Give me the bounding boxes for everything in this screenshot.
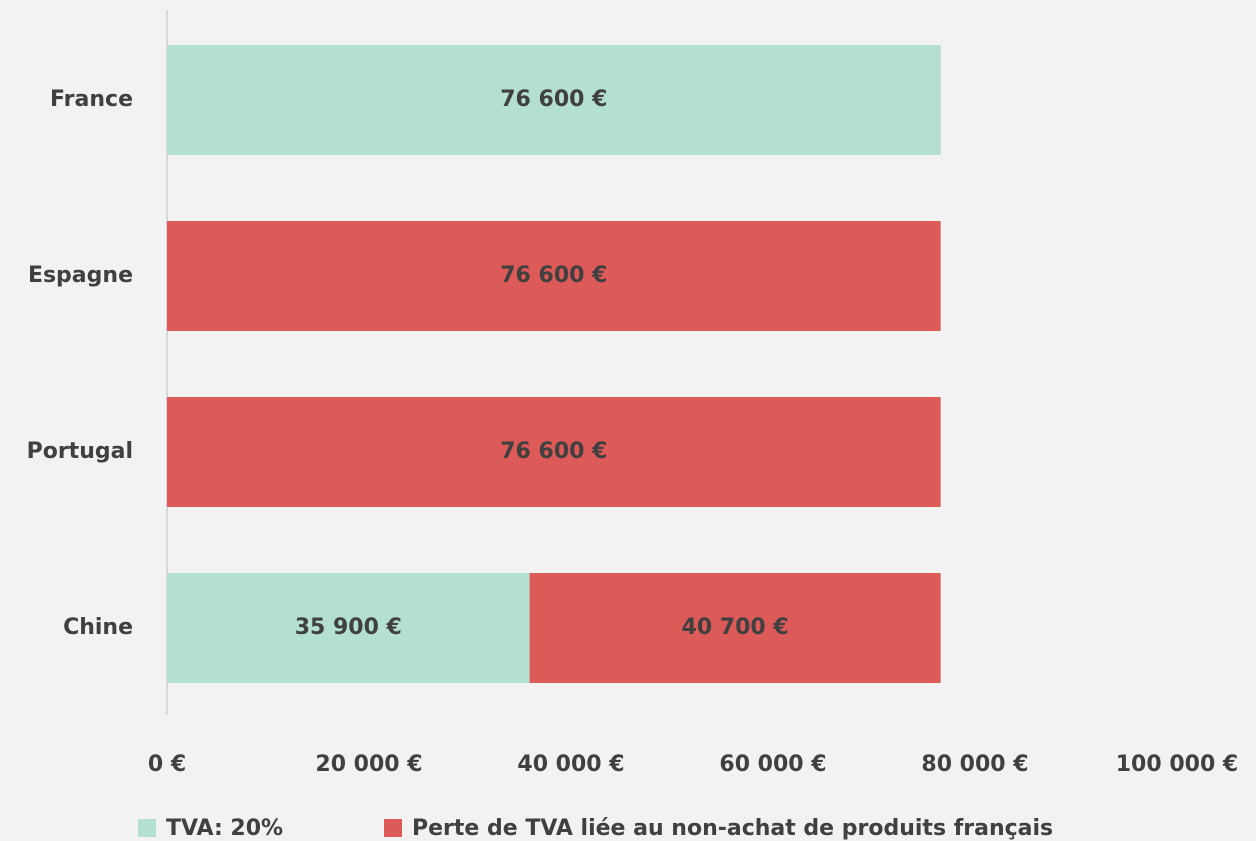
data-label: 76 600 € — [500, 263, 607, 288]
y-tick-label: Portugal — [27, 439, 133, 464]
x-tick-label: 80 000 € — [921, 752, 1028, 777]
bar — [529, 573, 941, 683]
bar — [167, 397, 941, 507]
legend-label: TVA: 20% — [166, 816, 283, 841]
legend-swatch — [384, 819, 402, 837]
data-label: 40 700 € — [682, 615, 789, 640]
x-tick-label: 40 000 € — [517, 752, 624, 777]
y-tick-label: Espagne — [28, 263, 133, 288]
x-tick-label: 20 000 € — [315, 752, 422, 777]
x-tick-label: 60 000 € — [719, 752, 826, 777]
y-tick-label: France — [50, 87, 133, 112]
data-label: 76 600 € — [500, 87, 607, 112]
data-label: 76 600 € — [500, 439, 607, 464]
data-label: 35 900 € — [295, 615, 402, 640]
bar — [167, 573, 530, 683]
x-tick-label: 100 000 € — [1116, 752, 1238, 777]
bar — [167, 221, 941, 331]
legend-swatch — [138, 819, 156, 837]
bar — [167, 45, 941, 155]
x-tick-label: 0 € — [148, 752, 186, 777]
y-tick-label: Chine — [63, 615, 133, 640]
legend-label: Perte de TVA liée au non-achat de produi… — [412, 816, 1053, 841]
